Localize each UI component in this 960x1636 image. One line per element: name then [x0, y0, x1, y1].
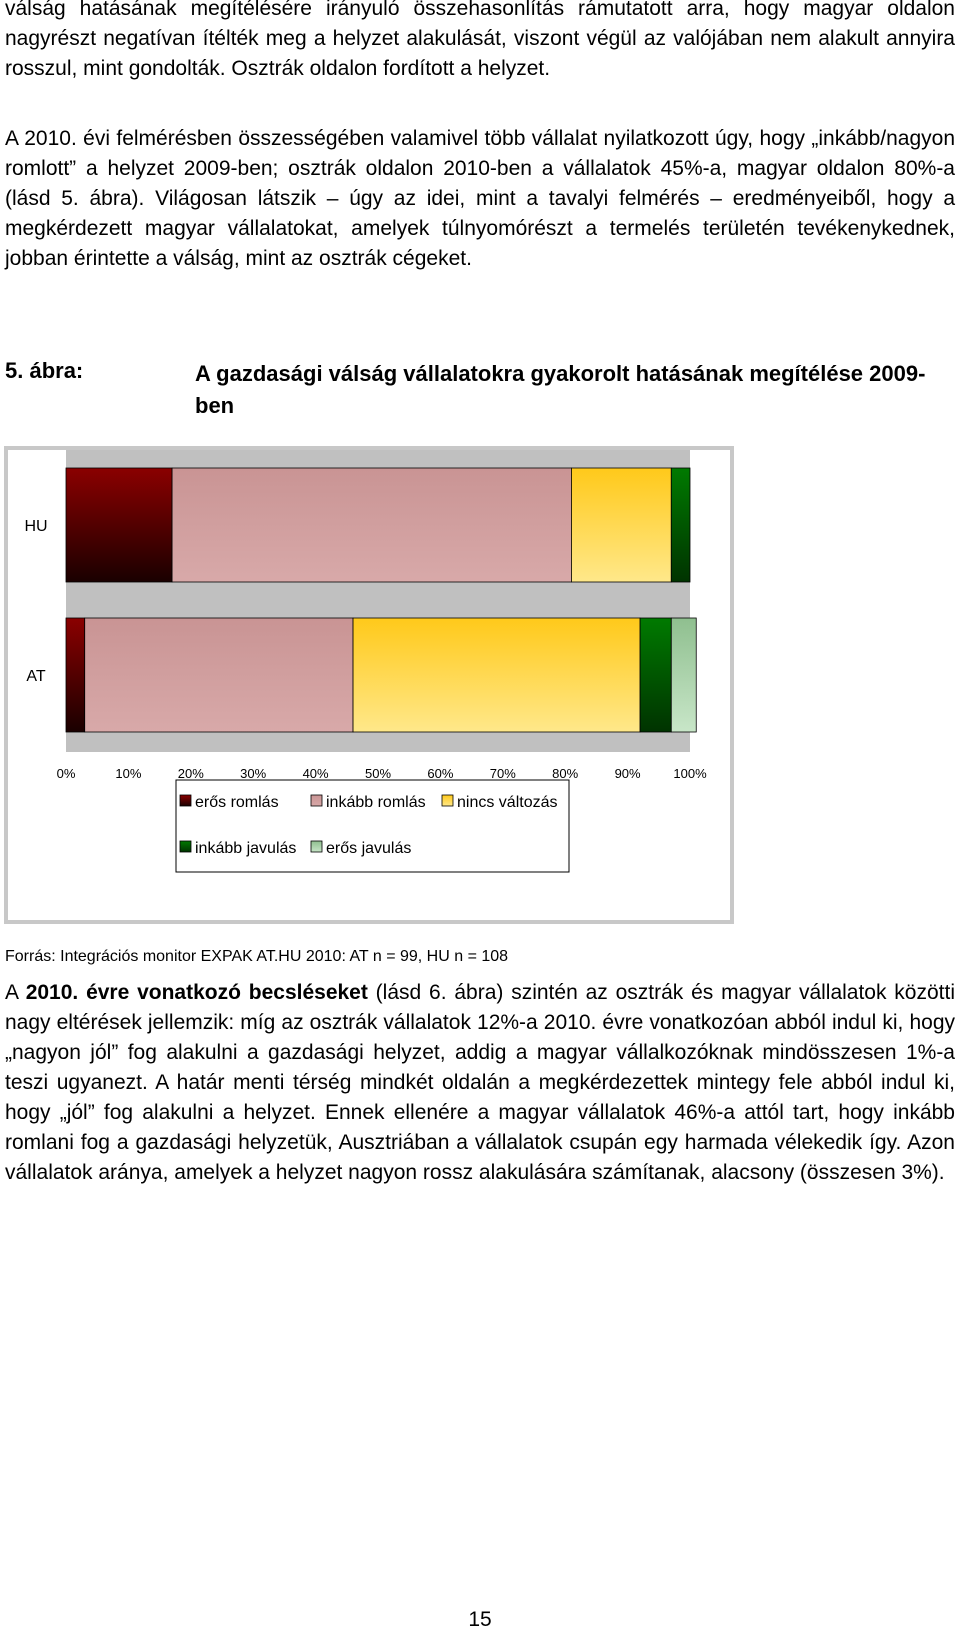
legend-label: inkább romlás	[326, 794, 426, 811]
bar-at-inkabb-romlas	[84, 617, 354, 733]
bar-hu-nincs-valtozas	[571, 467, 672, 583]
legend-label: erős romlás	[195, 794, 279, 811]
x-tick-labels: 0% 10% 20% 30% 40% 50% 60% 70% 80% 90% 100%	[57, 766, 707, 781]
bar-hu-inkabb-javulas	[670, 467, 691, 583]
x-tick-label: 40%	[303, 766, 329, 781]
legend-swatch	[310, 794, 323, 807]
x-tick-label: 70%	[490, 766, 516, 781]
legend-item-eros-romlas: erős romlás	[179, 794, 279, 811]
stacked-bar-chart: HU AT 0% 10% 20% 30% 40% 50% 60% 70% 80% 90% 100% e…	[24, 450, 707, 873]
legend-item-eros-javulas: erős javulás	[310, 840, 411, 857]
x-tick-label: 50%	[365, 766, 391, 781]
category-labels: HU AT	[24, 518, 47, 685]
paragraph-2010-estimates: A 2010. évre vonatkozó becsléseket (lásd…	[5, 981, 956, 1184]
legend-item-nincs-valtozas: nincs változás	[441, 794, 558, 811]
bar-at-eros-javulas	[670, 617, 697, 733]
legend: erős romlás inkább romlás nincs változás in…	[175, 779, 570, 873]
legend-swatch	[310, 840, 323, 853]
source-note: Forrás: Integrációs monitor EXPAK AT.HU …	[5, 948, 509, 965]
x-tick-label: 90%	[615, 766, 641, 781]
category-label-at: AT	[26, 668, 45, 685]
paragraph-2010-survey: A 2010. évi felmérésben összességében va…	[5, 127, 955, 270]
page-number: 15	[468, 1608, 492, 1631]
legend-swatch	[441, 794, 454, 807]
bars-group	[65, 467, 697, 733]
chart-frame: HU AT 0% 10% 20% 30% 40% 50% 60% 70% 80% 90% 100% e…	[4, 446, 734, 924]
legend-label: inkább javulás	[195, 840, 296, 857]
category-label-hu: HU	[24, 518, 47, 535]
x-tick-label: 10%	[115, 766, 141, 781]
legend-label: nincs változás	[457, 794, 558, 811]
x-tick-label: 60%	[427, 766, 453, 781]
x-tick-label: 80%	[552, 766, 578, 781]
x-tick-label: 20%	[178, 766, 204, 781]
figure-number: 5. ábra:	[5, 358, 84, 383]
legend-box	[175, 779, 570, 873]
bar-at-nincs-valtozas	[352, 617, 641, 733]
legend-item-inkabb-romlas: inkább romlás	[310, 794, 426, 811]
intro-paragraph: válság hatásának megítélésére irányuló ö…	[5, 0, 955, 80]
legend-swatch	[179, 794, 192, 807]
x-tick-label: 30%	[240, 766, 266, 781]
bar-hu-inkabb-romlas	[171, 467, 572, 583]
x-tick-label: 0%	[57, 766, 76, 781]
figure-title: A gazdasági válság vállalatokra gyakorol…	[195, 361, 926, 418]
legend-label: erős javulás	[326, 840, 411, 857]
legend-swatch	[179, 840, 192, 853]
legend-item-inkabb-javulas: inkább javulás	[179, 840, 296, 857]
bar-hu-eros-romlas	[65, 467, 173, 583]
x-tick-label: 100%	[673, 766, 707, 781]
bar-at-eros-romlas	[65, 617, 86, 733]
bar-at-inkabb-javulas	[639, 617, 672, 733]
